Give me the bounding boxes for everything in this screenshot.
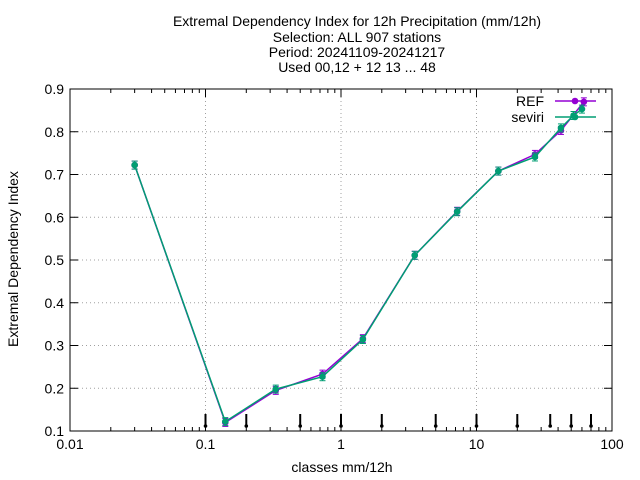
y-tick-label: 0.9 xyxy=(45,81,65,97)
chart-title-line-1: Extremal Dependency Index for 12h Precip… xyxy=(173,13,541,29)
class-threshold-point xyxy=(589,424,593,428)
chart-title-line-3: Period: 20241109-20241217 xyxy=(269,44,446,60)
y-axis-label: Extremal Dependency Index xyxy=(5,171,21,347)
legend-label-REF: REF xyxy=(516,93,544,109)
x-tick-label: 0.01 xyxy=(56,436,83,452)
data-point-REF xyxy=(580,98,588,106)
series-seviri xyxy=(131,104,586,427)
legend-marker-REF xyxy=(571,97,579,105)
series-REF xyxy=(131,97,588,427)
data-point-seviri xyxy=(411,251,419,259)
class-threshold-point xyxy=(244,424,249,428)
y-tick-label: 0.4 xyxy=(45,295,65,311)
grid xyxy=(70,89,612,431)
chart-title-line-2: Selection: ALL 907 stations xyxy=(273,29,441,45)
axis-ticks: 0.10.20.30.40.50.60.70.80.90.01 0.1 1 10 100 xyxy=(45,81,624,452)
legend-marker-seviri xyxy=(571,113,579,121)
class-threshold-markers xyxy=(203,414,593,428)
y-tick-label: 0.5 xyxy=(45,252,65,268)
series-layer xyxy=(131,97,588,427)
class-threshold-point xyxy=(379,424,384,428)
x-tick-label: 0.1 xyxy=(196,436,216,452)
y-tick-label: 0.2 xyxy=(45,380,65,396)
class-threshold-point xyxy=(515,424,520,428)
y-tick-label: 0.7 xyxy=(45,167,65,183)
legend-label-seviri: seviri xyxy=(511,109,544,125)
class-threshold-point xyxy=(569,424,574,428)
class-threshold-point xyxy=(298,424,303,428)
series-line-REF xyxy=(133,101,585,424)
data-point-seviri xyxy=(495,167,502,175)
x-tick-label: 10 xyxy=(469,436,485,452)
chart-title-line-4: Used 00,12 + 12 13 ... 48 xyxy=(278,59,436,75)
chart-title: Extremal Dependency Index for 12h Precip… xyxy=(173,13,541,75)
data-point-seviri xyxy=(578,105,586,113)
series-line-seviri xyxy=(133,108,583,423)
class-threshold-point xyxy=(433,424,438,428)
x-tick-label: 1 xyxy=(337,436,345,452)
data-point-seviri xyxy=(131,161,138,169)
data-point-seviri xyxy=(272,385,280,393)
y-tick-label: 0.8 xyxy=(45,124,65,140)
data-point-seviri xyxy=(557,124,565,132)
y-tick-label: 0.6 xyxy=(45,209,65,225)
y-tick-label: 0.3 xyxy=(45,338,65,354)
class-threshold-point xyxy=(548,424,553,428)
data-point-seviri xyxy=(222,418,229,425)
y-tick-label: 0.1 xyxy=(45,423,65,439)
x-tick-label: 100 xyxy=(600,436,624,452)
x-axis-label: classes mm/12h xyxy=(291,459,392,475)
data-point-seviri xyxy=(453,208,461,215)
data-point-seviri xyxy=(359,336,367,343)
data-point-seviri xyxy=(319,373,326,381)
data-point-seviri xyxy=(531,153,539,161)
